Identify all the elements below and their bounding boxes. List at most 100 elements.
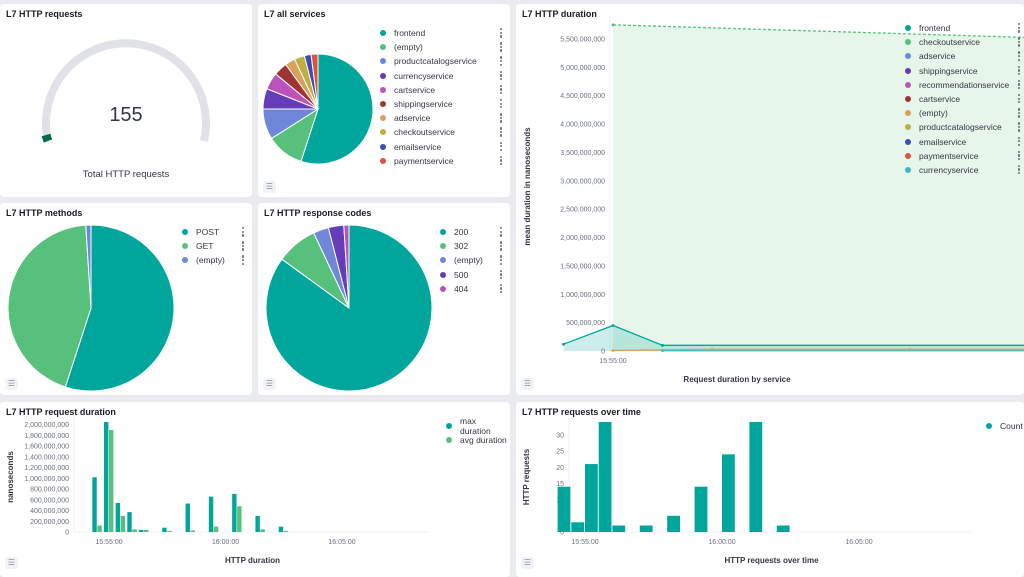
series-point bbox=[612, 23, 615, 26]
legend-dot-icon bbox=[380, 30, 386, 36]
legend-item[interactable]: max duration bbox=[446, 419, 508, 433]
legend-dot-icon bbox=[380, 58, 386, 64]
legend-options-icon[interactable] bbox=[1018, 23, 1021, 34]
legend-options-icon[interactable] bbox=[500, 241, 503, 252]
legend-options-icon[interactable] bbox=[1018, 94, 1021, 105]
bar bbox=[121, 516, 125, 532]
legend-item[interactable]: cartservice bbox=[905, 92, 1021, 106]
legend-toggle-button[interactable]: ☰ bbox=[5, 378, 18, 390]
y-axis-title: HTTP requests bbox=[522, 448, 531, 505]
legend-toggle-button[interactable]: ☰ bbox=[521, 378, 534, 390]
legend-item[interactable]: shippingservice bbox=[905, 64, 1021, 78]
x-axis-title: HTTP requests over time bbox=[724, 556, 819, 565]
legend-item[interactable]: frontend bbox=[905, 21, 1021, 35]
legend-label: frontend bbox=[394, 28, 425, 38]
legend-options-icon[interactable] bbox=[242, 227, 245, 238]
legend-item[interactable]: (empty) bbox=[905, 106, 1021, 120]
legend-item[interactable]: currencyservice bbox=[905, 163, 1021, 177]
x-tick-label: 16:05:00 bbox=[328, 539, 355, 546]
legend-label: paymentservice bbox=[394, 156, 454, 166]
legend-options-icon[interactable] bbox=[500, 255, 503, 266]
legend-item[interactable]: 302 bbox=[440, 239, 503, 253]
legend-item[interactable]: Count bbox=[986, 419, 1022, 433]
bar bbox=[237, 506, 241, 532]
legend-options-icon[interactable] bbox=[242, 241, 245, 252]
y-tick-label: 4,000,000,000 bbox=[560, 122, 605, 129]
legend-options-icon[interactable] bbox=[1018, 80, 1021, 91]
y-tick-label: 25 bbox=[556, 449, 564, 456]
bar bbox=[167, 531, 171, 532]
legend-options-icon[interactable] bbox=[500, 42, 503, 53]
y-tick-label: 0 bbox=[65, 530, 69, 537]
legend-item[interactable]: 404 bbox=[440, 282, 503, 296]
legend-dot-icon bbox=[905, 167, 911, 173]
legend-options-icon[interactable] bbox=[500, 71, 503, 82]
legend-item[interactable]: paymentservice bbox=[380, 154, 503, 168]
legend-item[interactable]: currencyservice bbox=[380, 69, 503, 83]
legend-options-icon[interactable] bbox=[500, 127, 503, 138]
legend-options-icon[interactable] bbox=[500, 270, 503, 281]
legend-options-icon[interactable] bbox=[500, 99, 503, 110]
bar bbox=[612, 526, 625, 532]
legend-item[interactable]: GET bbox=[182, 239, 245, 253]
legend-options-icon[interactable] bbox=[500, 56, 503, 67]
legend-item[interactable]: productcatalogservice bbox=[905, 120, 1021, 134]
legend-item[interactable]: cartservice bbox=[380, 83, 503, 97]
legend-options-icon[interactable] bbox=[1018, 37, 1021, 48]
legend-options-icon[interactable] bbox=[1018, 66, 1021, 77]
legend-options-icon[interactable] bbox=[500, 85, 503, 96]
y-tick-label: 500,000,000 bbox=[566, 320, 605, 327]
series-point bbox=[661, 349, 664, 352]
legend-item[interactable]: (empty) bbox=[182, 253, 245, 267]
legend-options-icon[interactable] bbox=[1018, 51, 1021, 62]
legend-item[interactable]: adservice bbox=[380, 111, 503, 125]
legend-options-icon[interactable] bbox=[1018, 122, 1021, 133]
bar bbox=[640, 526, 653, 532]
legend-options-icon[interactable] bbox=[242, 255, 245, 266]
legend-toggle-button[interactable]: ☰ bbox=[263, 181, 276, 193]
y-tick-label: 30 bbox=[556, 432, 564, 439]
bar bbox=[104, 422, 108, 532]
legend-options-icon[interactable] bbox=[500, 142, 503, 153]
bar bbox=[162, 528, 166, 532]
legend-options-icon[interactable] bbox=[1018, 165, 1021, 176]
legend-item[interactable]: adservice bbox=[905, 49, 1021, 63]
legend-options-icon[interactable] bbox=[500, 28, 503, 39]
legend-item[interactable]: avg duration bbox=[446, 433, 508, 447]
legend-item[interactable]: emailservice bbox=[380, 140, 503, 154]
legend-dot-icon bbox=[380, 87, 386, 93]
legend-options-icon[interactable] bbox=[500, 113, 503, 124]
legend-options-icon[interactable] bbox=[1018, 108, 1021, 119]
legend-options-icon[interactable] bbox=[1018, 151, 1021, 162]
legend-options-icon[interactable] bbox=[500, 227, 503, 238]
y-tick-label: 1,800,000,000 bbox=[24, 433, 69, 440]
legend-item[interactable]: paymentservice bbox=[905, 149, 1021, 163]
legend-toggle-button[interactable]: ☰ bbox=[263, 378, 276, 390]
legend-item[interactable]: 500 bbox=[440, 268, 503, 282]
legend-item[interactable]: frontend bbox=[380, 26, 503, 40]
legend-label: emailservice bbox=[919, 137, 966, 147]
legend-item[interactable]: emailservice bbox=[905, 135, 1021, 149]
legend-item[interactable]: shippingservice bbox=[380, 97, 503, 111]
x-tick-label: 15:55:00 bbox=[599, 358, 626, 365]
legend-item[interactable]: recommendationservice bbox=[905, 78, 1021, 92]
legend-label: 500 bbox=[454, 270, 468, 280]
legend-item[interactable]: POST bbox=[182, 225, 245, 239]
y-tick-label: 1,200,000,000 bbox=[24, 465, 69, 472]
series-point bbox=[612, 324, 615, 327]
y-tick-label: 5,500,000,000 bbox=[560, 37, 605, 44]
legend-toggle-button[interactable]: ☰ bbox=[5, 557, 18, 569]
legend-options-icon[interactable] bbox=[500, 156, 503, 167]
legend-item[interactable]: checkoutservice bbox=[905, 35, 1021, 49]
legend-item[interactable]: (empty) bbox=[440, 253, 503, 267]
legend-item[interactable]: 200 bbox=[440, 225, 503, 239]
legend-item[interactable]: checkoutservice bbox=[380, 125, 503, 139]
legend-item[interactable]: productcatalogservice bbox=[380, 54, 503, 68]
legend-toggle-button[interactable]: ☰ bbox=[521, 557, 534, 569]
legend-item[interactable]: (empty) bbox=[380, 40, 503, 54]
legend-options-icon[interactable] bbox=[500, 284, 503, 295]
legend-options-icon[interactable] bbox=[1018, 137, 1021, 148]
legend-label: GET bbox=[196, 241, 213, 251]
